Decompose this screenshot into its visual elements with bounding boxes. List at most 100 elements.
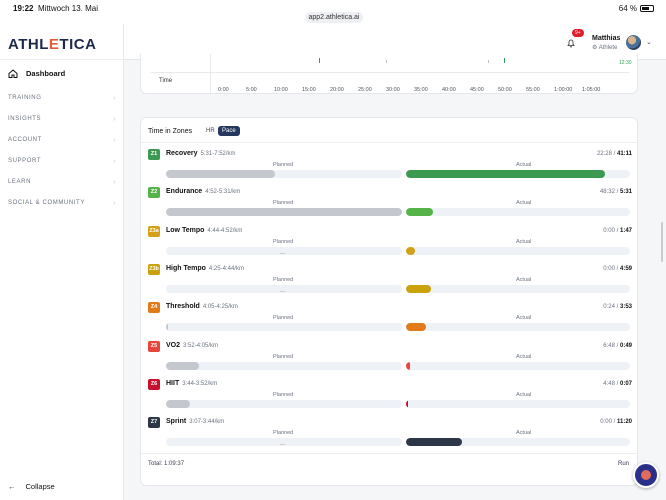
sidebar-item-training[interactable]: TRAINING › xyxy=(8,95,116,102)
zone-times: 22:28 / 41:11 xyxy=(596,151,632,157)
zone-name: HIIT 3:44-3:52/km xyxy=(166,379,218,387)
planned-bar xyxy=(166,361,200,370)
actual-bar xyxy=(406,170,606,178)
actual-bar-track xyxy=(406,284,630,293)
zone-badge: Z5 xyxy=(148,340,160,352)
zone-range: 4:25-4:44/km xyxy=(208,265,244,272)
chart-tick-label: 20:00 xyxy=(330,87,344,93)
chart-tick-label: 0:00 xyxy=(218,87,229,93)
planned-bar xyxy=(166,399,190,408)
activity-type: Run xyxy=(617,461,629,467)
planned-label: Planned xyxy=(273,315,294,322)
avatar[interactable] xyxy=(626,35,641,50)
chart-axis-label: Time xyxy=(159,78,173,84)
zone-name: VO2 3:52-4:05/km xyxy=(166,341,219,349)
no-plan-marker: --- xyxy=(280,250,285,257)
scrollbar[interactable] xyxy=(661,222,663,262)
chart-tick-label: 45:00 xyxy=(470,87,484,93)
planned-label: Planned xyxy=(273,430,294,437)
pace-chart-card: Time 12:30 0:00 5:00 10:00 15:00 20:00 25:00 3… xyxy=(140,54,638,94)
zone-name: Low Tempo 4:44-4:52/km xyxy=(166,226,243,234)
battery-icon xyxy=(640,5,654,12)
planned-bar xyxy=(166,208,402,217)
chevron-right-icon: › xyxy=(113,116,116,123)
zone-badge: Z3b xyxy=(148,263,160,275)
sidebar-item-learn[interactable]: LEARN › xyxy=(8,179,116,186)
chart-divider xyxy=(210,54,211,94)
zone-badge: Z4 xyxy=(148,302,160,314)
chart-tick-label: 5:00 xyxy=(246,87,257,93)
zone-range: 5:31-7:52/km xyxy=(200,151,236,157)
card-title: Time in Zones xyxy=(148,128,193,135)
actual-label: Actual xyxy=(516,238,532,245)
actual-bar-track xyxy=(406,438,630,447)
chevron-right-icon: › xyxy=(113,179,116,186)
sidebar-item-account[interactable]: ACCOUNT › xyxy=(8,137,116,144)
zone-badge: Z2 xyxy=(148,187,160,199)
total-time: Total: 1:09:37 xyxy=(148,461,185,467)
bell-icon[interactable] xyxy=(566,38,576,48)
actual-label: Actual xyxy=(516,430,532,437)
tab-hr[interactable]: HR xyxy=(206,128,215,134)
zone-row: Z1 Recovery 5:31-7:52/km 22:28 / 41:11 Plann… xyxy=(148,149,632,187)
sidebar-divider xyxy=(0,59,124,60)
athletica-logo[interactable]: ATHLETICA xyxy=(8,36,97,53)
tab-pace[interactable]: Pace xyxy=(218,126,240,136)
actual-label: Actual xyxy=(516,162,532,168)
zone-name: Sprint 3:07-3:44/km xyxy=(166,418,225,426)
sidebar-item-support[interactable]: SUPPORT › xyxy=(8,158,116,165)
zone-row: Z4 Threshold 4:05-4:25/km 0:24 / 3:53 Planne… xyxy=(148,302,632,340)
zone-times: 0:00 / 4:59 xyxy=(603,265,632,272)
chart-axis-line xyxy=(151,72,629,73)
planned-bar-track xyxy=(166,361,402,370)
planned-bar-track xyxy=(166,438,402,447)
sidebar-item-insights[interactable]: INSIGHTS › xyxy=(8,116,116,123)
zone-times: 6:48 / 0:49 xyxy=(603,342,632,349)
address-bar[interactable]: app2.athletica.ai xyxy=(305,12,363,23)
chart-tick-label: 10:00 xyxy=(274,87,288,93)
planned-label: Planned xyxy=(273,200,294,207)
zone-badge: Z7 xyxy=(148,417,160,429)
chevron-down-icon[interactable]: ⌄ xyxy=(646,39,652,46)
actual-bar-track xyxy=(406,323,630,332)
chart-tick-label: 15:00 xyxy=(302,87,316,93)
sidebar: ATHLETICA Dashboard TRAINING › INSIGHTS › … xyxy=(0,24,124,500)
chart-end-label: 12:30 xyxy=(619,60,632,66)
status-time: 19:22 xyxy=(13,4,34,13)
zone-badge: Z3a xyxy=(148,225,160,237)
zone-name: Threshold 4:05-4:25/km xyxy=(166,303,238,311)
chat-help-button[interactable] xyxy=(633,462,659,488)
chart-tick-label: 35:00 xyxy=(414,87,428,93)
zone-name: Endurance 4:52-5:31/km xyxy=(166,188,241,196)
sidebar-item-social[interactable]: SOCIAL & COMMUNITY › xyxy=(8,200,116,207)
planned-bar-track xyxy=(166,208,402,217)
chart-mark xyxy=(319,58,320,63)
planned-bar xyxy=(166,170,275,178)
user-name[interactable]: Matthias xyxy=(592,35,621,42)
planned-bar xyxy=(166,323,168,332)
zone-row: Z2 Endurance 4:52-5:31/km 48:32 / 5:31 Plann… xyxy=(148,187,632,225)
actual-bar-track xyxy=(406,399,630,408)
chart-mark xyxy=(504,58,505,63)
planned-bar-track xyxy=(166,284,402,293)
no-plan-marker: --- xyxy=(280,442,285,449)
zone-badge: Z6 xyxy=(148,378,160,390)
zone-range: 3:07-3:44/km xyxy=(189,419,225,426)
collapse-button[interactable]: ← Collapse xyxy=(8,482,55,491)
zone-badge: Z1 xyxy=(148,149,160,160)
planned-bar-track xyxy=(166,170,402,178)
chart-tick-label: 1:05:00 xyxy=(582,87,601,93)
actual-label: Actual xyxy=(516,353,532,360)
battery-indicator: 64 % xyxy=(619,4,654,13)
chart-tick-label: 25:00 xyxy=(358,87,372,93)
actual-bar-track xyxy=(406,208,630,217)
actual-label: Actual xyxy=(516,276,532,283)
actual-bar xyxy=(406,208,433,217)
user-role: ⚙ Athlete xyxy=(592,45,618,51)
zone-times: 0:00 / 11:20 xyxy=(600,419,632,426)
title-divider xyxy=(141,142,639,143)
sidebar-item-dashboard[interactable]: Dashboard xyxy=(8,69,65,78)
chart-tick-label: 30:00 xyxy=(386,87,400,93)
planned-label: Planned xyxy=(273,238,294,245)
zone-times: 48:32 / 5:31 xyxy=(599,189,632,196)
